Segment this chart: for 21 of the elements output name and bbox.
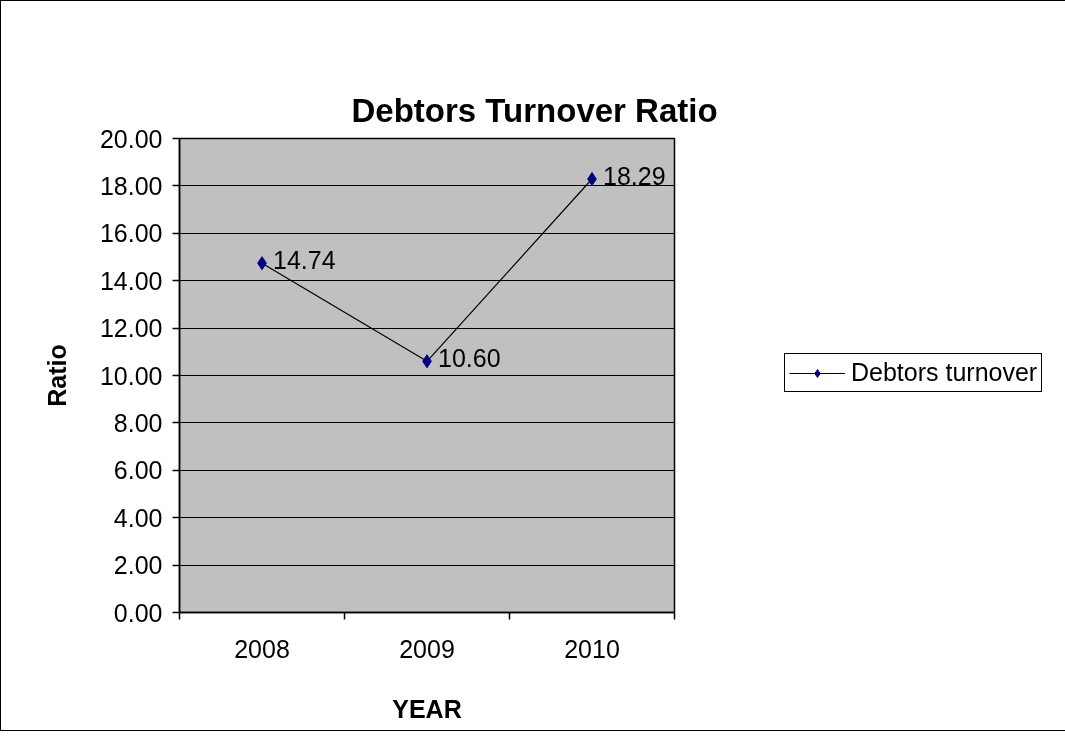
data-label: 10.60: [438, 344, 501, 373]
data-label: 14.74: [273, 246, 336, 275]
legend-label: Debtors turnover: [851, 358, 1038, 387]
y-tick-label: 8.00: [113, 408, 163, 437]
y-tick-label: 6.00: [113, 456, 163, 485]
y-tick-label: 4.00: [113, 503, 163, 532]
y-tick-label: 18.00: [99, 171, 163, 200]
y-tick-label: 10.00: [99, 361, 163, 390]
y-tick-label: 2.00: [113, 551, 163, 580]
y-tick-label: 12.00: [99, 314, 163, 343]
x-tick-label: 2009: [399, 634, 455, 663]
x-tick-label: 2010: [564, 634, 620, 663]
y-tick-label: 20.00: [99, 124, 163, 153]
x-axis-title: YEAR: [392, 694, 462, 723]
x-tick-label: 2008: [234, 634, 290, 663]
y-tick-label: 0.00: [113, 598, 163, 627]
y-axis-title: Ratio: [42, 344, 71, 407]
data-label: 18.29: [603, 162, 666, 191]
chart-title: Debtors Turnover Ratio: [351, 91, 718, 129]
y-tick-label: 16.00: [99, 219, 163, 248]
y-tick-label: 14.00: [99, 266, 163, 295]
